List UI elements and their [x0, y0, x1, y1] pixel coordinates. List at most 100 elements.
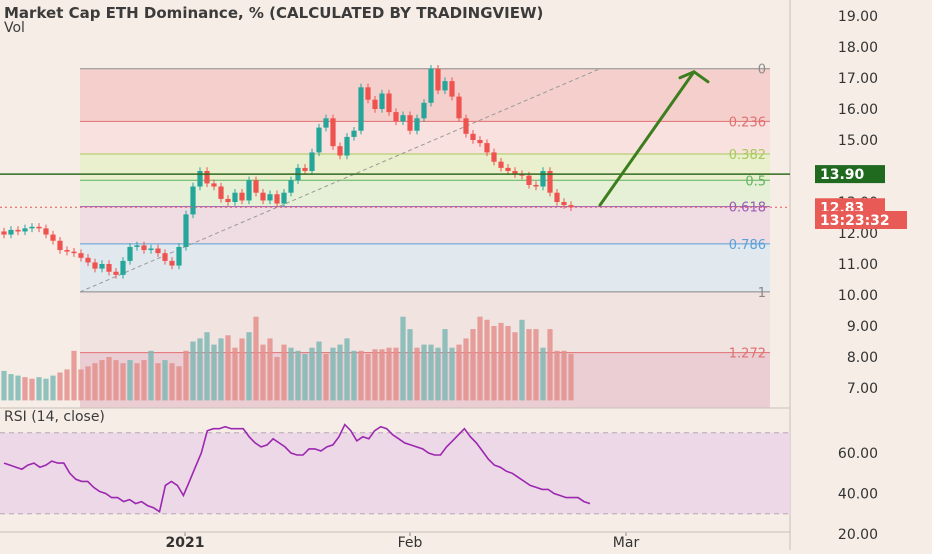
candle	[442, 81, 448, 91]
volume-bar	[505, 326, 511, 401]
candle	[463, 118, 469, 134]
y-tick-label: 18.00	[838, 40, 878, 56]
volume-bar	[141, 360, 147, 401]
volume-bar	[554, 350, 560, 401]
candle	[176, 246, 182, 266]
volume-bar	[540, 347, 546, 401]
candle	[344, 136, 350, 156]
fib-level-label: 0.382	[729, 148, 766, 163]
volume-bar	[99, 360, 105, 401]
candle	[561, 202, 567, 206]
fib-zone	[80, 291, 770, 353]
volume-bar	[127, 360, 133, 401]
rsi-tick-label: 40.00	[838, 487, 878, 503]
candle	[190, 186, 196, 215]
volume-bar	[435, 347, 441, 401]
candle	[519, 174, 525, 176]
y-tick-label: 11.00	[838, 257, 878, 273]
volume-bar	[393, 347, 399, 401]
candle	[281, 192, 287, 204]
volume-bar	[225, 335, 231, 401]
y-tick-label: 12.00	[838, 226, 878, 242]
volume-bar	[197, 338, 203, 401]
candle	[15, 229, 21, 232]
volume-bar	[421, 344, 427, 401]
candle	[323, 118, 329, 128]
candle	[78, 253, 84, 258]
candle	[36, 226, 42, 229]
volume-bar	[57, 372, 63, 401]
candle	[449, 81, 455, 97]
candle	[141, 245, 147, 251]
y-tick-label: 15.00	[838, 133, 878, 149]
candle	[50, 234, 56, 241]
candle	[491, 152, 497, 162]
volume-bar	[386, 347, 392, 401]
fib-level-label: 0.618	[729, 201, 766, 216]
volume-bar	[29, 378, 35, 401]
volume-bar	[484, 319, 490, 401]
candle	[211, 183, 217, 187]
volume-bar	[302, 353, 308, 401]
candle	[372, 99, 378, 109]
candle	[428, 68, 434, 103]
volume-bar	[358, 350, 364, 401]
candle	[43, 228, 49, 235]
candle	[239, 192, 245, 201]
volume-bar	[36, 377, 42, 401]
volume-bar	[71, 350, 77, 401]
price-label-box	[815, 165, 885, 184]
candle	[8, 229, 14, 235]
candle	[183, 214, 189, 247]
volume-bar	[64, 369, 70, 401]
projection-arrow	[598, 70, 696, 207]
volume-bar	[344, 338, 350, 401]
volume-bar	[176, 366, 182, 401]
candle	[260, 192, 266, 201]
volume-bar	[169, 363, 175, 401]
y-tick-label: 17.00	[838, 71, 878, 87]
candle	[540, 171, 546, 187]
volume-bar	[428, 344, 434, 401]
volume-bar	[50, 375, 56, 401]
volume-bar	[463, 338, 469, 401]
volume-bar	[281, 344, 287, 401]
fib-zone	[80, 121, 770, 154]
volume-bar	[456, 344, 462, 401]
volume-bar	[519, 319, 525, 401]
y-tick-label: 8.00	[847, 350, 878, 366]
price-label-text: 13:23:32	[820, 213, 890, 229]
candle	[106, 264, 112, 272]
volume-bar	[547, 329, 553, 401]
candle	[29, 226, 35, 229]
volume-bar	[204, 332, 210, 401]
fib-level-label: 0.786	[729, 238, 766, 253]
x-tick-label: 2021	[166, 535, 205, 550]
candle	[288, 180, 294, 193]
candle	[379, 93, 385, 109]
candle	[421, 102, 427, 119]
candle	[456, 96, 462, 119]
candle	[365, 87, 371, 100]
candle	[274, 194, 280, 204]
candle	[393, 112, 399, 122]
x-tick-label: Mar	[613, 535, 640, 550]
candle	[526, 175, 532, 185]
fib-level-label: 0.5	[745, 174, 766, 189]
volume-bar	[253, 316, 259, 401]
rsi-tick-label: 60.00	[838, 446, 878, 462]
candle	[155, 248, 161, 254]
candle	[477, 140, 483, 144]
fib-level-label: 1.272	[729, 347, 766, 362]
volume-bar	[372, 349, 378, 401]
volume-bar	[162, 360, 168, 401]
volume-bar	[190, 341, 196, 401]
volume-label: Vol	[4, 20, 25, 36]
candle	[22, 228, 28, 232]
candle	[246, 180, 252, 201]
candle	[127, 246, 133, 261]
volume-bar	[442, 329, 448, 401]
price-label: 13:23:32	[815, 211, 907, 229]
volume-bar	[43, 378, 49, 401]
